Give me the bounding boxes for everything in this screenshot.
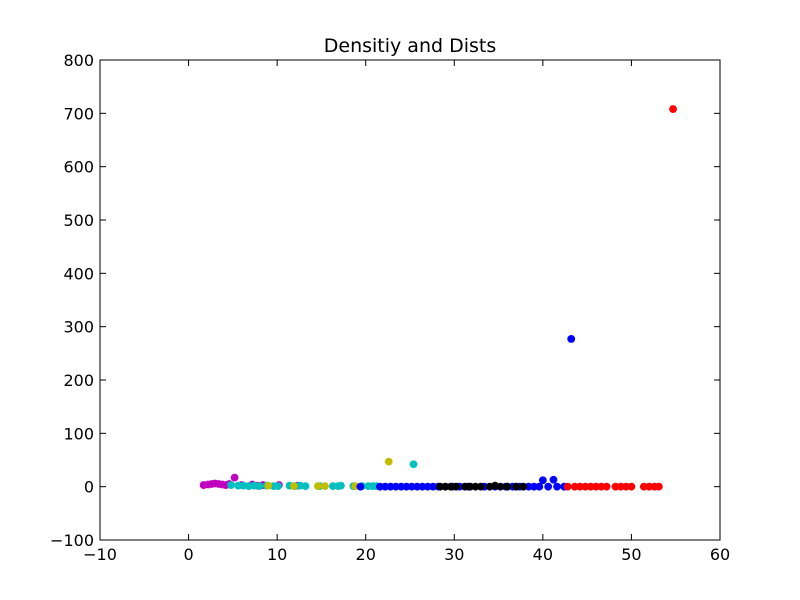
data-point [512,482,521,491]
x-tick-label: 10 [267,545,287,564]
data-point [452,482,460,491]
x-tick-label: −10 [83,545,117,564]
data-point [535,482,544,491]
data-point [264,481,273,490]
data-point [549,475,558,484]
data-point [356,482,365,491]
data-point [627,482,636,491]
y-tick-label: 100 [63,424,94,443]
data-point [654,482,663,491]
data-point [337,481,345,490]
y-tick-label: 700 [63,104,94,123]
y-tick-label: 600 [63,158,94,177]
data-point [255,482,264,491]
data-point [384,457,393,466]
data-point [313,482,322,491]
plot-area [99,59,721,541]
y-tick-label: −100 [50,531,94,550]
x-tick-label: 30 [444,545,464,564]
data-point [274,482,282,491]
chart-title: Densitiy and Dists [324,35,497,57]
y-tick-label: 500 [63,211,94,230]
y-tick-label: 400 [63,264,94,283]
data-point [301,482,310,491]
data-point [409,460,418,469]
data-point [476,482,485,491]
data-point [538,476,547,485]
data-points [199,105,677,491]
x-tick-label: 40 [533,545,553,564]
y-tick-label: 200 [63,371,94,390]
y-tick-label: 300 [63,318,94,337]
x-tick-label: 20 [356,545,376,564]
data-point [544,482,553,491]
data-point [567,335,576,343]
data-point [290,482,298,491]
data-point [503,482,512,491]
data-point [321,482,329,491]
x-tick-label: 50 [621,545,641,564]
y-tick-label: 0 [84,478,94,497]
y-tick-label: 800 [63,51,94,70]
data-point [230,473,239,482]
x-tick-label: 60 [710,545,730,564]
data-point [519,482,528,491]
x-tick-label: 0 [183,545,193,564]
data-point [227,481,235,489]
data-point [563,482,572,491]
data-point [553,482,561,491]
data-point [496,482,505,491]
data-point [669,105,677,113]
data-point [602,482,611,491]
